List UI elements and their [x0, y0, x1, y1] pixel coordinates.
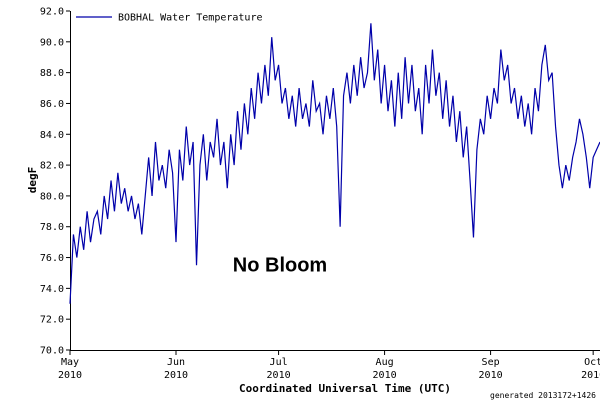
y-tick-label: 88.0: [40, 68, 64, 79]
y-tick-label: 76.0: [40, 253, 64, 264]
y-tick-label: 80.0: [40, 191, 64, 202]
data-line: [69, 23, 600, 304]
y-tick-label: 90.0: [40, 37, 64, 48]
y-tick-label: 74.0: [40, 284, 64, 295]
y-tick-label: 70.0: [40, 346, 64, 357]
y-axis-label: degF: [26, 167, 39, 194]
y-tick-label: 84.0: [40, 130, 64, 141]
x-tick-label: Aug 2010: [373, 357, 397, 381]
x-axis-label: Coordinated Universal Time (UTC): [239, 382, 451, 395]
annotation: No Bloom: [233, 254, 327, 276]
footer: generated 2013172+1426: [490, 391, 596, 400]
y-tick-label: 92.0: [40, 7, 64, 18]
x-tick-label: Jun 2010: [164, 357, 188, 381]
x-tick-label: Oct2010: [581, 357, 600, 381]
y-tick-label: 78.0: [40, 222, 64, 233]
legend-label: BOBHAL Water Temperature: [118, 13, 263, 24]
x-tick-label: Sep 2010: [479, 357, 503, 381]
y-tick-label: 86.0: [40, 99, 64, 110]
x-tick-label: May 2010: [58, 357, 82, 381]
y-tick-label: 82.0: [40, 161, 64, 172]
y-tick-label: 72.0: [40, 315, 64, 326]
x-tick-label: Jul 2010: [267, 357, 291, 381]
